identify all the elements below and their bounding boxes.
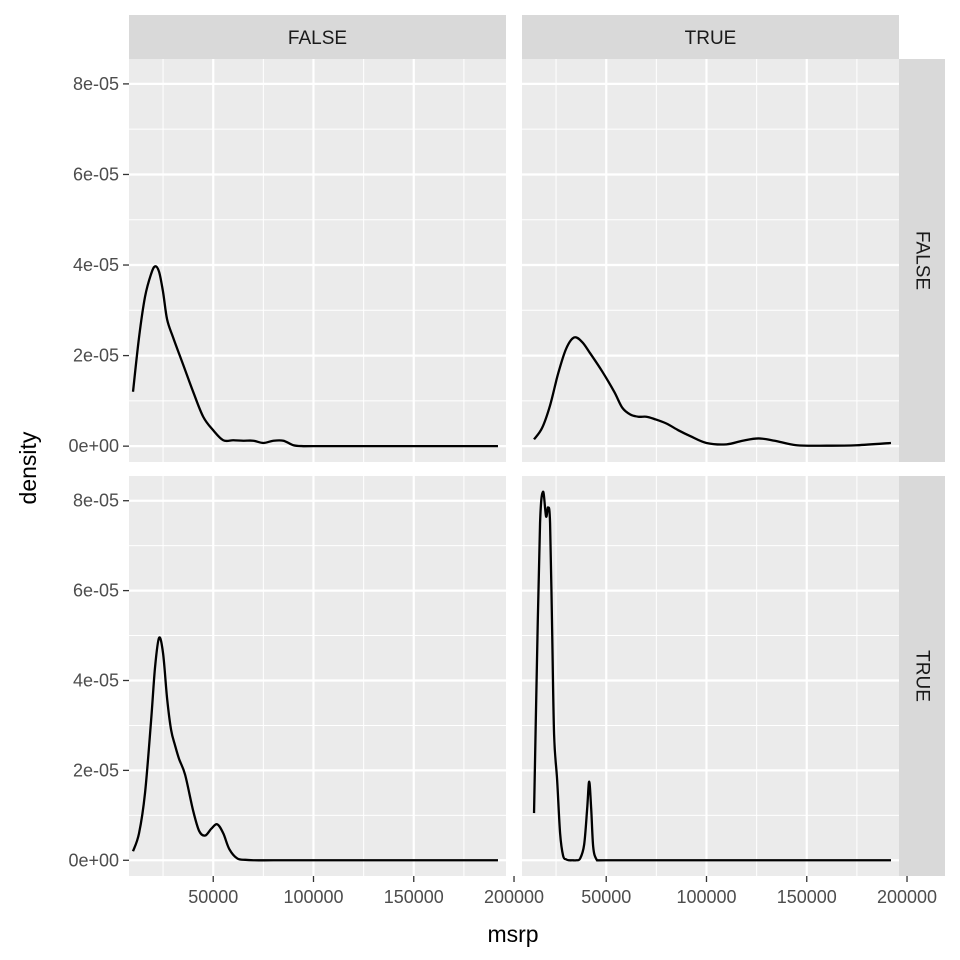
col-strip-false: [129, 15, 506, 59]
x-tick-label: 150000: [384, 887, 444, 907]
row-strip-true: [899, 476, 945, 876]
y-tick-label: 8e-05: [73, 491, 119, 511]
y-tick-label: 6e-05: [73, 164, 119, 184]
row-strip-label: TRUE: [912, 650, 933, 702]
col-strip-label: FALSE: [288, 28, 347, 49]
x-tick-label: 150000: [777, 887, 837, 907]
y-tick-label: 0e+00: [68, 850, 119, 870]
col-strip-label: TRUE: [685, 28, 737, 49]
panel-false-false: [129, 59, 506, 462]
density-line: [131, 265, 498, 448]
density-line: [533, 336, 892, 447]
facet-strips: FALSE TRUE FALSE TRUE: [129, 15, 945, 876]
axes: 0e+00 2e-05 4e-05 6e-05 8e-05 0e+00 2e-05 4e-05…: [68, 74, 937, 907]
y-tick-label: 0e+00: [68, 436, 119, 456]
x-tick-label: 200000: [877, 887, 937, 907]
x-tick-label: 100000: [676, 887, 736, 907]
panels-layer: [129, 59, 899, 876]
y-tick-label: 4e-05: [73, 670, 119, 690]
panel-true-true: [522, 476, 899, 876]
panel-true-false: [129, 476, 506, 876]
panel-false-true: [522, 59, 899, 462]
panel-background: [129, 476, 506, 876]
y-tick-label: 6e-05: [73, 581, 119, 601]
panel-background: [522, 59, 899, 462]
x-axis-title: msrp: [487, 921, 538, 947]
x-tick-label: 100000: [283, 887, 343, 907]
row-strip-label: FALSE: [912, 231, 933, 290]
x-tick-label: 50000: [188, 887, 238, 907]
density-line: [532, 490, 891, 862]
col-strip-true: [522, 15, 899, 59]
y-tick-label: 8e-05: [73, 74, 119, 94]
y-axis-title: density: [15, 431, 41, 504]
density-line: [131, 636, 498, 862]
panel-background: [522, 476, 899, 876]
y-tick-label: 2e-05: [73, 346, 119, 366]
panel-background: [129, 59, 506, 462]
x-tick-label: 50000: [581, 887, 631, 907]
y-tick-label: 2e-05: [73, 760, 119, 780]
x-tick-label: 200000: [484, 887, 544, 907]
row-strip-false: [899, 59, 945, 462]
y-tick-label: 4e-05: [73, 255, 119, 275]
